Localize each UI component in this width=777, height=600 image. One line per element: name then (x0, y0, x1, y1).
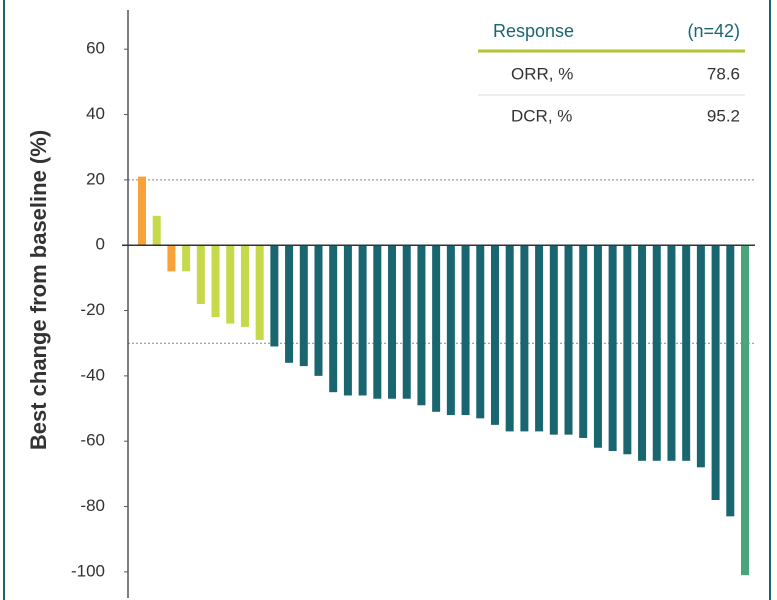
bar (373, 245, 382, 399)
bar (314, 245, 323, 376)
y-tick-label: -100 (71, 561, 105, 580)
bar (579, 245, 588, 438)
y-tick-label: -80 (80, 496, 105, 515)
table-header: Response (493, 21, 574, 41)
bar (270, 245, 279, 347)
bar (549, 245, 558, 435)
bar (417, 245, 426, 406)
bar (476, 245, 485, 419)
bar (226, 245, 235, 324)
table-cell: DCR, % (511, 106, 572, 125)
y-tick-label: -20 (80, 300, 105, 319)
bar (461, 245, 470, 416)
table-cell: 95.2 (707, 106, 740, 125)
bar (432, 245, 441, 412)
bar (711, 245, 720, 500)
bar (623, 245, 632, 455)
bar (652, 245, 661, 461)
bar (608, 245, 617, 451)
bar (490, 245, 499, 425)
bar (638, 245, 647, 461)
table-cell: 78.6 (707, 64, 740, 83)
y-axis-label: Best change from baseline (%) (26, 130, 51, 450)
bar (196, 245, 205, 304)
bar (388, 245, 397, 399)
bar (446, 245, 455, 416)
table-cell: ORR, % (511, 64, 573, 83)
table-header: (n=42) (687, 21, 740, 41)
bar (505, 245, 514, 432)
y-tick-label: -60 (80, 431, 105, 450)
bar (667, 245, 676, 461)
bar (741, 245, 749, 576)
bar (358, 245, 367, 396)
bar (329, 245, 338, 393)
bar (167, 245, 176, 272)
bar (520, 245, 529, 432)
bar (138, 176, 146, 246)
bar (564, 245, 573, 435)
bar (255, 245, 264, 340)
bar (211, 245, 220, 318)
bar (402, 245, 411, 399)
bar (682, 245, 691, 461)
bar (240, 245, 249, 327)
bar (726, 245, 735, 517)
bar (593, 245, 602, 448)
bar (152, 215, 161, 246)
bar (343, 245, 352, 396)
y-tick-label: 40 (86, 104, 105, 123)
y-tick-label: 20 (86, 169, 105, 188)
bar (182, 245, 191, 272)
y-tick-label: 0 (96, 235, 105, 254)
bar (696, 245, 705, 468)
bar (299, 245, 308, 367)
y-tick-label: -40 (80, 365, 105, 384)
y-tick-label: 60 (86, 39, 105, 58)
bar (535, 245, 544, 432)
bar (285, 245, 294, 363)
